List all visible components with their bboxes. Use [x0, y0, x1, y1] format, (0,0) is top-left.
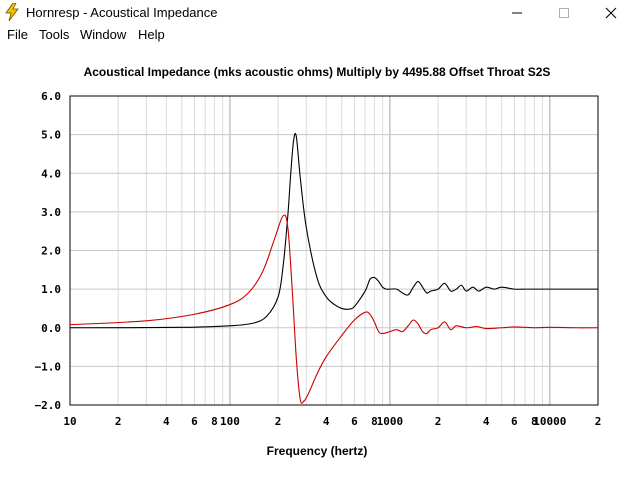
x-tick-label: 8: [531, 415, 538, 428]
x-tick-label: 2: [275, 415, 282, 428]
chart-title: Acoustical Impedance (mks acoustic ohms)…: [83, 65, 551, 79]
close-icon: [605, 7, 617, 19]
x-tick-label: 100: [220, 415, 240, 428]
maximize-button[interactable]: [541, 0, 587, 25]
menu-file[interactable]: File: [7, 27, 28, 42]
window-title: Hornresp - Acoustical Impedance: [26, 5, 218, 20]
y-tick-label: −1.0: [35, 360, 62, 373]
x-tick-label: 8: [211, 415, 218, 428]
x-tick-label: 4: [163, 415, 170, 428]
x-tick-label: 6: [191, 415, 198, 428]
x-tick-label: 2: [435, 415, 442, 428]
maximize-icon: [559, 8, 569, 18]
x-tick-label: 10000: [533, 415, 566, 428]
menu-bar: File Tools Window Help: [0, 25, 634, 44]
lightning-icon: [4, 2, 20, 22]
menu-tools[interactable]: Tools: [39, 27, 70, 42]
x-tick-label: 10: [63, 415, 76, 428]
x-axis-title: Frequency (hertz): [266, 444, 368, 458]
y-tick-label: 2.0: [41, 245, 61, 258]
x-tick-label: 1000: [377, 415, 404, 428]
y-tick-label: −2.0: [35, 399, 62, 412]
y-tick-label: 0.0: [41, 322, 61, 335]
y-tick-label: 6.0: [41, 90, 61, 103]
y-tick-label: 1.0: [41, 283, 61, 296]
x-tick-label: 6: [511, 415, 518, 428]
x-tick-label: 2: [595, 415, 602, 428]
y-tick-label: 3.0: [41, 206, 61, 219]
series-black-line: [69, 132, 598, 329]
y-tick-label: 5.0: [41, 129, 61, 142]
menu-help[interactable]: Help: [138, 27, 165, 42]
x-tick-label: 8: [371, 415, 378, 428]
y-tick-label: 4.0: [41, 167, 61, 180]
menu-window[interactable]: Window: [80, 27, 127, 42]
window-bottom-edge: [0, 478, 634, 480]
x-tick-label: 4: [483, 415, 490, 428]
series-red-line: [69, 214, 599, 404]
minimize-icon: [512, 12, 522, 14]
minimize-button[interactable]: [494, 0, 540, 25]
x-tick-label: 4: [323, 415, 330, 428]
chart-area: [0, 44, 634, 480]
title-bar: Hornresp - Acoustical Impedance: [0, 0, 634, 25]
x-tick-label: 2: [115, 415, 122, 428]
x-tick-label: 6: [351, 415, 358, 428]
close-button[interactable]: [588, 0, 634, 25]
plot-frame: [69, 95, 599, 406]
